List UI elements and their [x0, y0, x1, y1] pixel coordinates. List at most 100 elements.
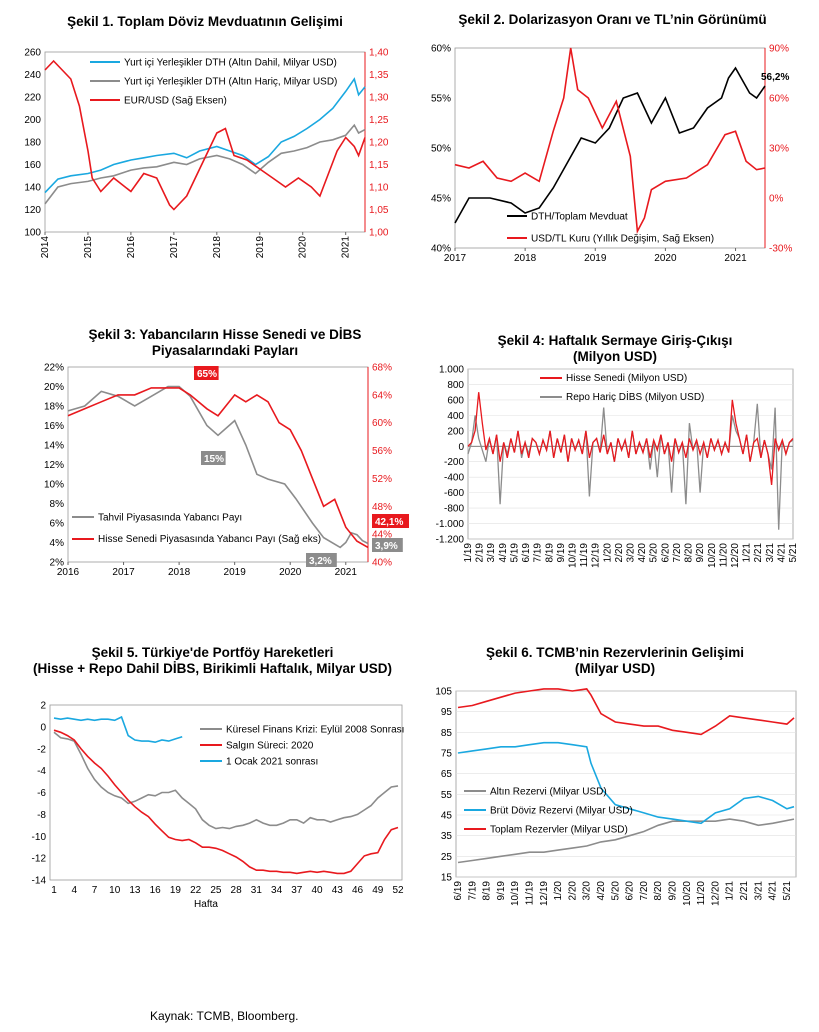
y-left-tick-label: 95: [441, 707, 453, 718]
x-tick-label: 10/20: [707, 543, 718, 568]
annotation-15-box: [201, 451, 226, 465]
x-tick-label: 12/19: [591, 543, 602, 568]
x-tick-label: 8/19: [482, 881, 493, 901]
annotation-3-9-box: [372, 538, 403, 552]
y-right-tick-label: 40%: [372, 558, 392, 569]
legend-label: DTH/Toplam Mevduat: [531, 212, 628, 223]
x-tick-label: 2019: [584, 253, 607, 264]
y-left-tick-label: 8%: [50, 499, 65, 510]
series-line-2: [53, 715, 183, 744]
y-left-tick-label: 220: [24, 93, 41, 104]
x-tick-label: 52: [392, 885, 404, 896]
x-tick-label: 3/21: [753, 881, 764, 901]
chart-1-svg: 100 120 140 160 180 200 220 240 260 1,00 1,05 1,10 1…: [24, 48, 389, 259]
x-tick-label: 2019: [224, 567, 247, 578]
x-tick-label: 1/21: [725, 881, 736, 901]
annotation-3-2: 3,2%: [309, 556, 332, 567]
y-right-tick-label: 52%: [372, 474, 392, 485]
y-left-tick-label: 14%: [44, 441, 64, 452]
y-left-tick-label: 2: [40, 701, 46, 712]
x-tick-label: 1: [51, 885, 57, 896]
x-tick-label: 2/20: [567, 881, 578, 901]
x-tick-label: 10/19: [510, 881, 521, 906]
x-tick-label: 3/21: [765, 543, 776, 563]
y-left-tick-label: -8: [37, 810, 46, 821]
x-tick-label: 2/21: [739, 881, 750, 901]
plot-area: [49, 704, 403, 881]
x-tick-label: 2021: [335, 567, 358, 578]
x-tick-label: 4/21: [776, 543, 787, 563]
x-tick-label: 37: [291, 885, 303, 896]
x-tick-label: 5/20: [610, 881, 621, 901]
x-tick-label: 5/20: [649, 543, 660, 563]
y-right-tick-label: 1,05: [369, 205, 389, 216]
y-left-tick-label: 50%: [431, 144, 451, 155]
y-left-tick-label: 25: [441, 852, 453, 863]
x-tick-label: 3/20: [582, 881, 593, 901]
series-line-2: [44, 59, 366, 211]
x-tick-label: 2020: [298, 236, 309, 259]
legend-label: Küresel Finans Krizi: Eylül 2008 Sonrası: [226, 725, 404, 736]
legend-label: EUR/USD (Sağ Eksen): [124, 96, 227, 107]
x-tick-label: 2021: [724, 253, 747, 264]
chart-5-title: Şekil 5. Türkiye'de Portföy Hareketleri …: [33, 645, 392, 676]
y-left-tick-label: 240: [24, 70, 41, 81]
y-left-tick-label: 4%: [50, 538, 65, 549]
legend-label: Hisse Senedi Piyasasında Yabancı Payı (S…: [98, 534, 321, 545]
series-line-1: [454, 47, 766, 235]
chart-3-svg: 2% 4% 6% 8% 10% 12% 14% 16% 18% 20% 22% 40% 44% 48% 52…: [44, 363, 409, 578]
y-right-tick-label: -30%: [769, 244, 792, 255]
legend-label: Repo Hariç DİBS (Milyon USD): [566, 390, 704, 403]
source-note: Kaynak: TCMB, Bloomberg.: [150, 1009, 299, 1023]
legend-label: 1 Ocak 2021 sonrası: [226, 757, 318, 768]
y-left-tick-label: 0: [40, 722, 46, 733]
y-right-tick-label: 44%: [372, 530, 392, 541]
y-left-tick-label: 75: [441, 749, 453, 760]
x-tick-label: 7/19: [467, 881, 478, 901]
x-tick-label: 2017: [112, 567, 135, 578]
annotation-42-1-box: [372, 514, 409, 528]
x-tick-label: 7/19: [533, 543, 544, 563]
x-tick-label: 2/21: [753, 543, 764, 563]
x-tick-label: 8/20: [653, 881, 664, 901]
series-line-0: [53, 731, 399, 830]
y-left-tick-label: 20%: [44, 382, 64, 393]
x-tick-label: 6/19: [521, 543, 532, 563]
legend-label: Hisse Senedi (Milyon USD): [566, 373, 687, 384]
chart-3-panel: Şekil 3: Yabancıların Hisse Senedi ve Dİ…: [30, 325, 420, 590]
x-tick-label: 19: [170, 885, 182, 896]
x-tick-label: 2016: [57, 567, 80, 578]
y-left-tick-label: -10: [32, 832, 47, 843]
x-tick-label: 3/20: [626, 543, 637, 563]
x-tick-label: 4/20: [637, 543, 648, 563]
series-line-1: [457, 741, 795, 825]
x-tick-label: 10: [109, 885, 121, 896]
x-tick-label: 1/21: [742, 543, 753, 563]
y-left-tick-label: 200: [24, 115, 41, 126]
legend-label: Tahvil Piyasasında Yabancı Payı: [98, 513, 242, 524]
legend-label: Salgın Süreci: 2020: [226, 741, 314, 752]
chart-4-svg: -1.200 -1.000 -800 -600 -400 -200 0 200 400 600 80…: [436, 365, 799, 569]
x-tick-label: 2018: [212, 236, 223, 259]
x-tick-label: 43: [332, 885, 344, 896]
x-tick-label: 10/19: [567, 543, 578, 568]
x-tick-label: 8/20: [684, 543, 695, 563]
x-tick-label: 6/20: [660, 543, 671, 563]
series-line-1: [44, 123, 366, 205]
y-left-tick-label: 200: [447, 426, 464, 437]
y-left-tick-label: 400: [447, 411, 464, 422]
x-tick-label: 2017: [169, 236, 180, 259]
x-tick-label: 2015: [83, 236, 94, 259]
chart-2-title: Şekil 2. Dolarizasyon Oranı ve TL’nin Gö…: [458, 12, 767, 27]
series-line-0: [454, 66, 766, 224]
x-tick-label: 28: [231, 885, 243, 896]
y-left-tick-label: 140: [24, 183, 41, 194]
y-right-tick-label: 68%: [372, 363, 392, 374]
y-left-tick-label: 85: [441, 728, 453, 739]
annotation-65-box: [194, 366, 219, 380]
plot-area: [455, 690, 797, 878]
y-left-tick-label: 160: [24, 160, 41, 171]
x-tick-label: 2/19: [475, 543, 486, 563]
chart-5-svg: -14 -12 -10 -8 -6 -4 -2 0 2 1 4 7 10 13 16 19 22 25 28 31 34…: [32, 701, 405, 911]
